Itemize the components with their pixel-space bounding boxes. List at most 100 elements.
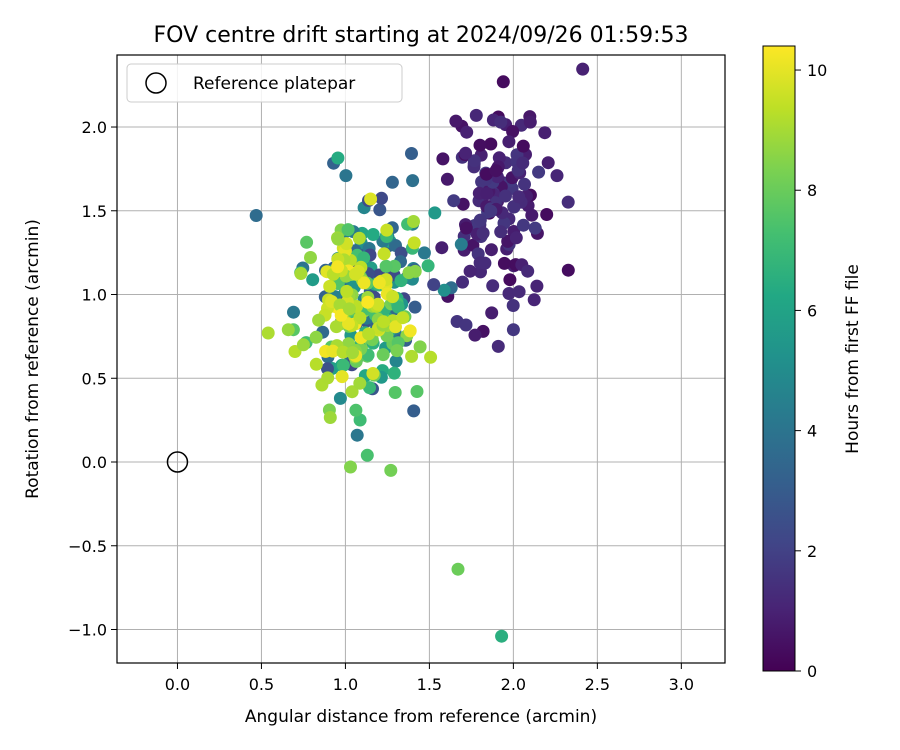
colorbar-tick-label: 4 [807, 422, 817, 441]
scatter-point [506, 125, 520, 138]
scatter-point [336, 345, 350, 359]
y-tick-label: 2.0 [82, 118, 107, 137]
colorbar-tick-label: 10 [807, 61, 827, 80]
scatter-point [357, 276, 371, 290]
scatter-point [451, 562, 465, 576]
x-tick-label: 1.0 [333, 675, 358, 694]
scatter-point [407, 404, 421, 418]
x-axis-ticks: 0.0 0.5 1.0 1.5 2.0 2.5 3.0 [165, 663, 694, 694]
scatter-point [502, 135, 516, 149]
scatter-point [373, 203, 387, 217]
scatter-point [497, 256, 511, 270]
scatter-point [394, 274, 408, 288]
scatter-point [456, 275, 469, 289]
x-tick-label: 3.0 [669, 675, 694, 694]
scatter-point [402, 266, 416, 280]
x-tick-label: 1.5 [417, 675, 442, 694]
scatter-point [512, 285, 526, 299]
scatter-point [467, 154, 481, 168]
colorbar-tick-label: 2 [807, 542, 817, 561]
legend-label: Reference platepar [193, 74, 355, 94]
scatter-point [491, 339, 505, 353]
scatter-point [366, 367, 380, 380]
y-axis-label: Rotation from reference (arcmin) [23, 219, 43, 499]
chart-title: FOV centre drift starting at 2024/09/26 … [154, 23, 689, 48]
scatter-point [380, 223, 394, 237]
scatter-point [379, 259, 393, 273]
scatter-point [460, 125, 474, 139]
scatter-point [391, 300, 405, 314]
scatter-point [261, 326, 275, 340]
scatter-point [459, 318, 473, 332]
scatter-point [323, 411, 337, 424]
scatter-point [335, 370, 349, 384]
scatter-point [323, 279, 337, 293]
scatter-point [387, 366, 401, 380]
reference-point-marker [166, 451, 189, 473]
scatter-point [506, 323, 520, 337]
scatter-point [345, 385, 359, 399]
scatter-point [473, 213, 487, 227]
scatter-point [489, 164, 503, 178]
scatter-point [407, 215, 420, 228]
colorbar-gradient [762, 45, 796, 672]
scatter-point [486, 279, 500, 293]
scatter-point [523, 115, 537, 129]
scatter-point [496, 75, 510, 89]
scatter-point [304, 251, 317, 264]
scatter-point [375, 191, 388, 205]
scatter-point [485, 306, 499, 320]
scatter-point [495, 629, 509, 643]
scatter-point [294, 267, 308, 280]
scatter-point [427, 278, 441, 292]
scatter-point [469, 108, 483, 122]
scatter-point [389, 354, 403, 368]
colorbar-ticks: 0 2 4 6 8 10 [795, 61, 827, 681]
scatter-point [407, 236, 421, 250]
x-tick-label: 2.5 [585, 675, 610, 694]
x-tick-label: 0.5 [249, 675, 274, 694]
scatter-point [494, 225, 508, 239]
scatter-point [478, 256, 492, 270]
scatter-point [484, 204, 498, 218]
scatter-point [459, 221, 473, 235]
legend-marker-icon [145, 72, 167, 94]
scatter-point [353, 413, 367, 427]
scatter-point [342, 302, 356, 316]
legend: Reference platepar [126, 63, 403, 103]
scatter-point [331, 151, 345, 165]
x-tick-label: 2.0 [501, 675, 526, 694]
scatter-point [352, 231, 366, 245]
scatter-point [339, 169, 353, 183]
scatter-point [405, 349, 419, 363]
scatter-point [476, 226, 490, 240]
scatter-point [532, 165, 546, 179]
scatter-point [300, 235, 314, 249]
scatter-point [484, 137, 498, 151]
scatter-point [494, 115, 508, 129]
scatter-point [371, 297, 385, 311]
scatter-point [436, 152, 450, 166]
scatter-point [454, 237, 468, 251]
x-axis-label: Angular distance from reference (arcmin) [245, 707, 597, 727]
scatter-point [385, 175, 399, 189]
x-tick-label: 0.0 [165, 675, 190, 694]
scatter-point [333, 391, 347, 405]
scatter-point [331, 260, 345, 274]
scatter-point [349, 267, 362, 281]
scatter-point [459, 146, 473, 160]
scatter-point [408, 300, 422, 314]
y-axis-ticks: −1.0 −0.5 0.0 0.5 1.0 1.5 2.0 [68, 118, 117, 640]
scatter-point [349, 403, 363, 417]
colorbar-tick-label: 0 [807, 662, 817, 681]
colorbar-label: Hours from first FF file [843, 264, 863, 454]
scatter-point [530, 279, 544, 293]
scatter-point [503, 273, 517, 287]
legend-box [126, 63, 403, 103]
scatter-point [287, 305, 300, 319]
scatter-point [363, 381, 376, 395]
scatter-point [341, 223, 355, 237]
scatter-point [421, 259, 435, 273]
scatter-point [507, 200, 521, 214]
